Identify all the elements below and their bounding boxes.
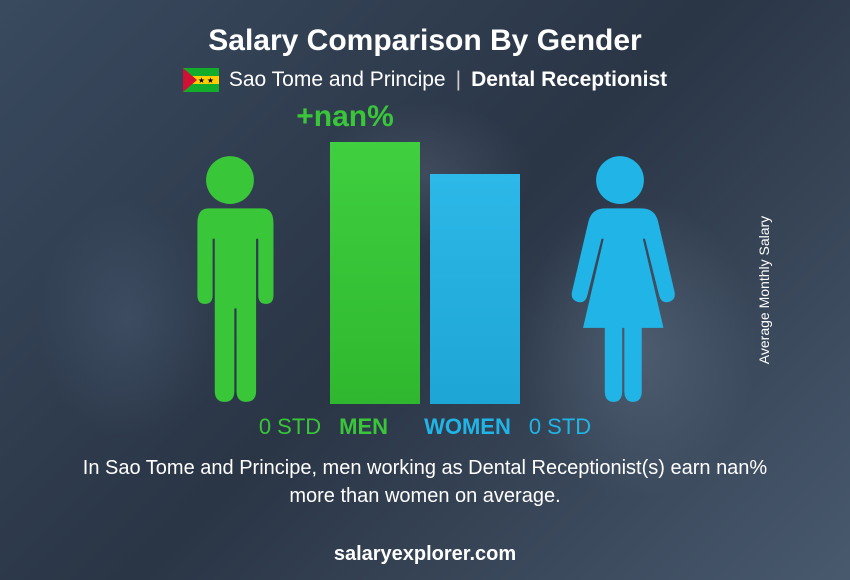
men-value: 0 STD [259, 414, 321, 440]
infographic-content: Salary Comparison By Gender ★ ★ Sao Tome… [0, 0, 850, 580]
woman-icon [565, 154, 675, 404]
footer-brand: salaryexplorer.com [0, 543, 850, 566]
chart-labels: 0 STD MEN WOMEN 0 STD [115, 414, 735, 440]
men-label: MEN [339, 414, 388, 440]
yaxis-label: Average Monthly Salary [756, 216, 772, 364]
bar-men [330, 142, 420, 404]
women-value: 0 STD [529, 414, 591, 440]
flag-icon: ★ ★ [183, 68, 219, 92]
description-text: In Sao Tome and Principe, men working as… [65, 454, 785, 510]
country-label: Sao Tome and Principe [229, 68, 446, 92]
chart-area: +nan% 0 STD MEN WOMEN 0 STD [115, 100, 735, 440]
delta-label: +nan% [265, 100, 425, 134]
separator: | [456, 68, 461, 92]
subtitle-row: ★ ★ Sao Tome and Principe | Dental Recep… [183, 68, 667, 92]
page-title: Salary Comparison By Gender [208, 24, 641, 58]
job-label: Dental Receptionist [471, 68, 667, 92]
man-icon [175, 154, 285, 404]
bar-women [430, 174, 520, 404]
women-label: WOMEN [424, 414, 511, 440]
